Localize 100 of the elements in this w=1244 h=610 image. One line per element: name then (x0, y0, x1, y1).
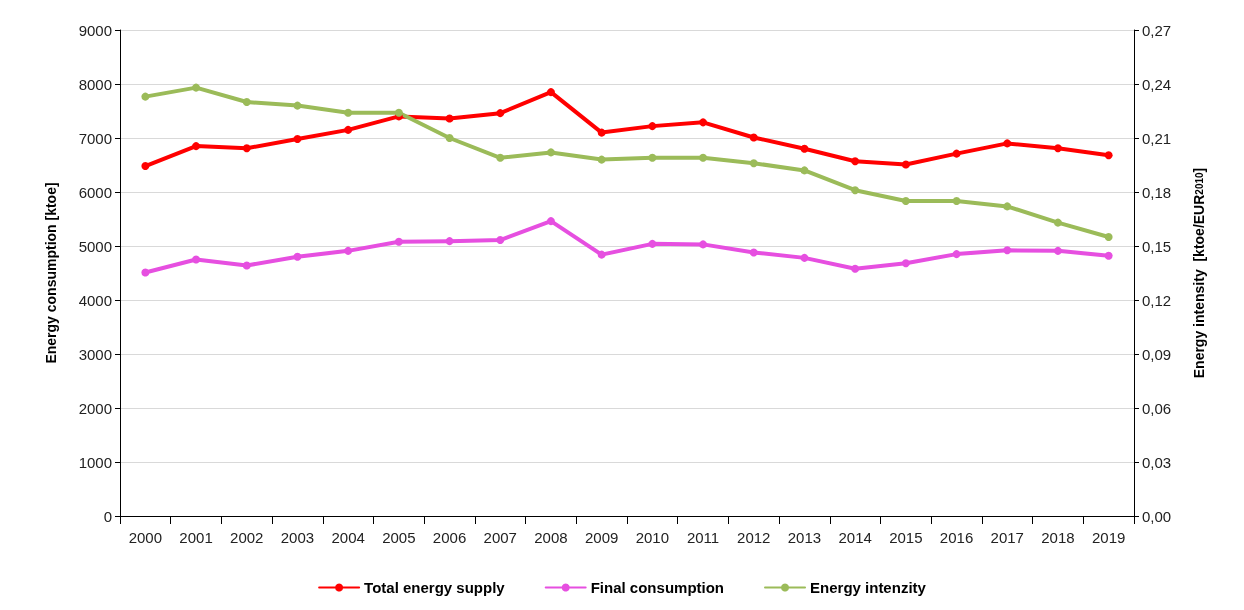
legend-label: Energy intenzity (810, 579, 927, 596)
point (597, 128, 606, 137)
point (901, 259, 910, 268)
point (800, 144, 809, 153)
point (445, 237, 454, 246)
y-tick-label: 1000 (78, 453, 112, 471)
point (496, 153, 505, 162)
y-tick-label: 6000 (78, 183, 112, 201)
point (648, 239, 657, 248)
x-tick-label: 2002 (230, 529, 264, 546)
point (952, 250, 961, 259)
point (800, 253, 809, 262)
point (141, 268, 150, 277)
y2-tick-label: 0,15 (1142, 237, 1172, 255)
point (952, 197, 961, 205)
point (242, 144, 251, 153)
point (242, 261, 251, 270)
point (192, 83, 201, 92)
x-tick-label: 2014 (838, 529, 872, 546)
point (293, 135, 302, 144)
x-tick-label: 2007 (483, 529, 517, 546)
point (851, 186, 860, 195)
point (952, 149, 961, 158)
y2-tick-label: 0,00 (1142, 507, 1172, 525)
point (1053, 246, 1062, 255)
x-tick-label: 2001 (179, 529, 213, 546)
x-tick-label: 2006 (432, 529, 467, 546)
point (749, 133, 758, 142)
y2-tick-label: 0,24 (1142, 75, 1172, 93)
point (192, 255, 201, 264)
point (546, 217, 555, 226)
x-tick-label: 2003 (280, 529, 315, 546)
point (242, 98, 251, 106)
y-tick-label: 7000 (78, 129, 112, 147)
point (800, 166, 809, 175)
x-tick-label: 2011 (686, 529, 720, 546)
point (749, 159, 758, 168)
x-tick-label: 2017 (990, 529, 1024, 546)
point (394, 108, 403, 117)
point (1003, 139, 1012, 148)
point (597, 250, 606, 259)
x-tick-label: 2008 (534, 529, 568, 546)
y-tick-label: 0 (103, 507, 112, 525)
x-tick-label: 2000 (128, 529, 163, 546)
point (1053, 144, 1062, 153)
point (1104, 151, 1113, 160)
point (1003, 202, 1012, 211)
y2-tick-label: 0,21 (1142, 129, 1172, 147)
x-tick-label: 2015 (889, 529, 923, 546)
point (445, 114, 454, 123)
x-tick-label: 2005 (382, 529, 416, 546)
x-tick-label: 2018 (1041, 529, 1075, 546)
x-tick-label: 2010 (635, 529, 670, 546)
point (648, 122, 657, 131)
y2-tick-label: 0,06 (1142, 399, 1172, 417)
point (699, 240, 708, 249)
x-tick-label: 2009 (584, 529, 619, 546)
legend-label: Final consumption (590, 579, 725, 596)
point (546, 88, 555, 97)
point (699, 153, 708, 162)
point (749, 248, 758, 257)
point (851, 264, 860, 273)
point (1003, 246, 1012, 255)
x-tick-label: 2016 (939, 529, 974, 546)
point (344, 125, 353, 134)
point (546, 148, 555, 157)
point (141, 92, 150, 101)
y-tick-label: 5000 (78, 237, 112, 255)
y-tick-label: 9000 (78, 21, 112, 39)
point (648, 153, 657, 162)
x-tick-label: 2019 (1091, 529, 1126, 546)
x-tick-label: 2012 (737, 529, 771, 546)
y2-tick-label: 0,27 (1142, 21, 1172, 39)
point (901, 197, 910, 205)
y-tick-label: 2000 (78, 399, 112, 417)
point (394, 237, 403, 246)
point (1053, 218, 1062, 227)
x-tick-label: 2004 (331, 529, 365, 546)
point (344, 108, 353, 117)
point (293, 101, 302, 110)
x-tick-label: 2013 (787, 529, 822, 546)
point (1104, 233, 1113, 241)
y2-tick-label: 0,18 (1142, 183, 1172, 201)
point (445, 134, 454, 142)
point (141, 162, 150, 171)
point (1104, 251, 1113, 260)
y-tick-label: 4000 (78, 291, 112, 309)
point (597, 155, 606, 164)
y-tick-label: 3000 (78, 345, 112, 363)
legend-label: Total energy supply (364, 579, 506, 596)
point (496, 236, 505, 245)
point (901, 160, 910, 169)
y2-tick-label: 0,03 (1142, 453, 1172, 471)
point (496, 109, 505, 118)
y-axis-title: Energy consumption [ktoe] (43, 182, 59, 364)
y-tick-label: 8000 (78, 75, 112, 93)
point (699, 118, 708, 127)
point (344, 246, 353, 255)
point (293, 252, 302, 261)
point (851, 157, 860, 166)
